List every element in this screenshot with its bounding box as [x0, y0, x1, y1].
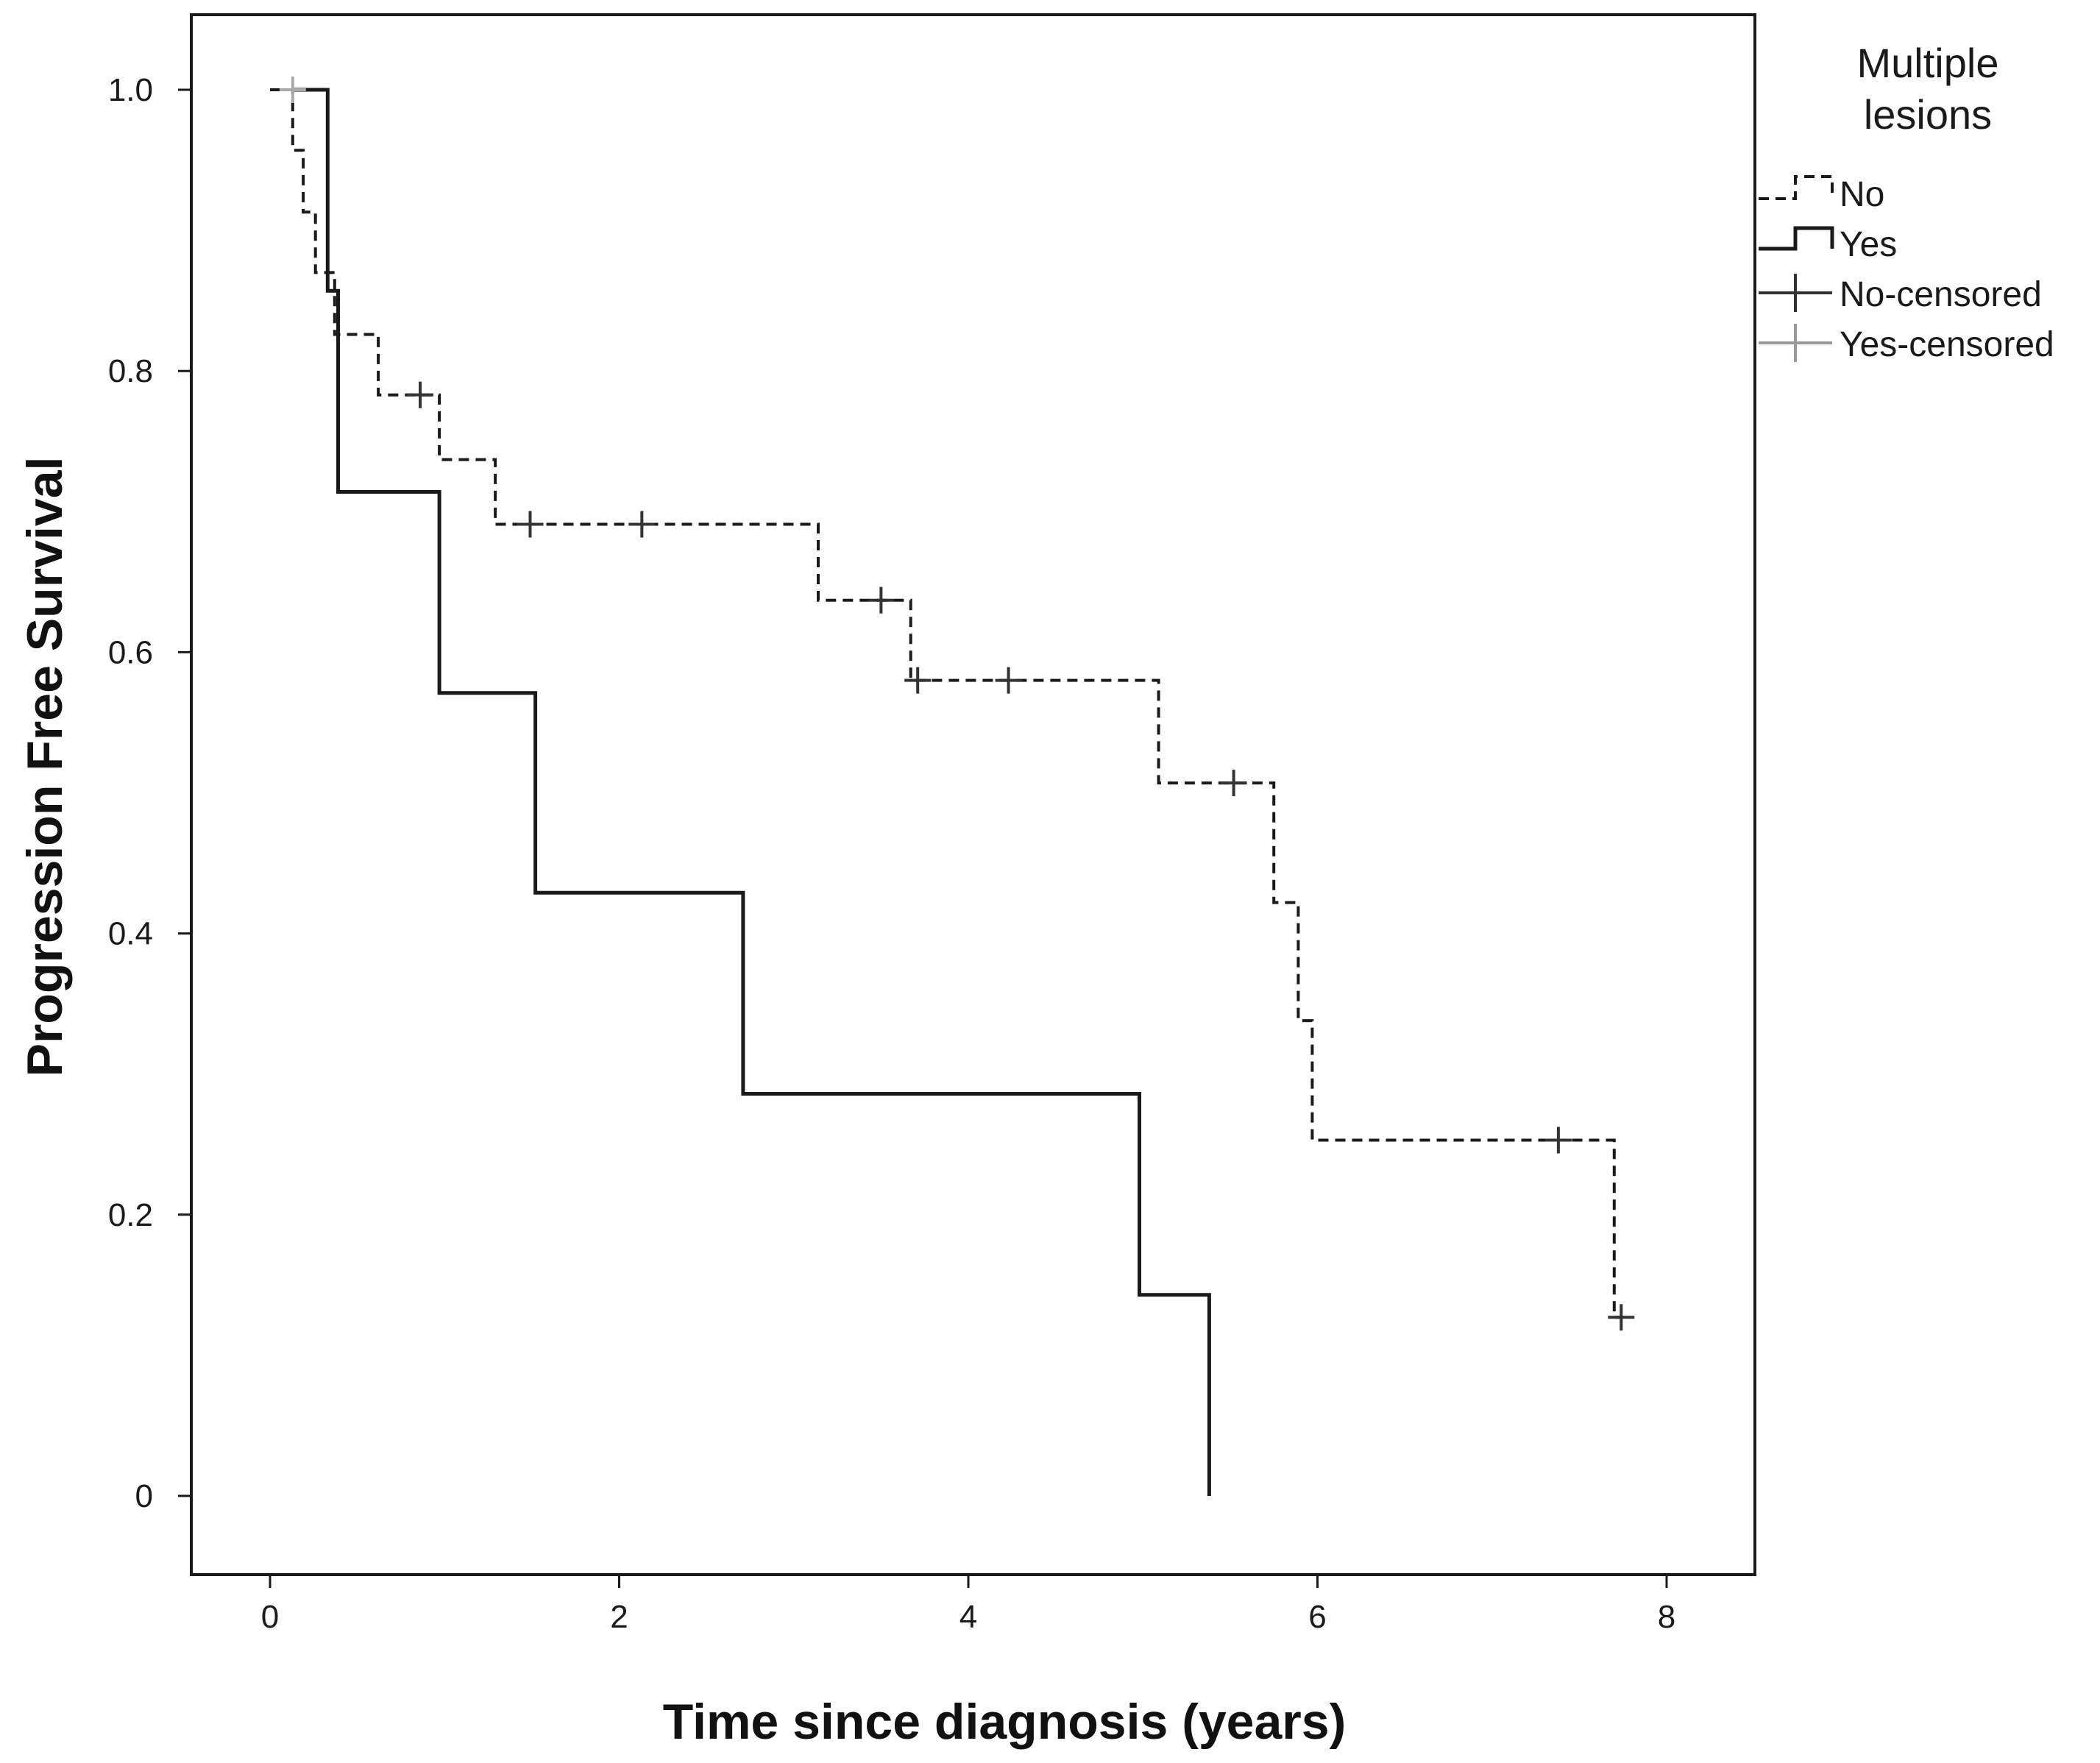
series-no-line: [270, 88, 1622, 1319]
no-censored-mark-1: [517, 511, 544, 538]
x-tick-label-0: 0: [261, 1599, 279, 1635]
x-tick-label-2: 4: [959, 1599, 977, 1635]
yes-censored-mark-0: [279, 77, 306, 103]
legend-swatch-yes: [1759, 226, 1834, 251]
censor-marks: [279, 77, 1635, 1331]
plot-frame: [190, 13, 1756, 1576]
y-tick-label-5: 1.0: [108, 72, 153, 108]
legend: Multiple lesions No Yes No-censored Yes-…: [1759, 40, 2054, 364]
y-axis-title: Progression Free Survival: [17, 457, 73, 1077]
no-censored-mark-7: [1544, 1127, 1572, 1154]
x-axis-title: Time since diagnosis (years): [663, 1694, 1346, 1750]
axis-ticks: 0 2 4 6 8 0 0.2 0.4 0.6 0.8 1.0: [108, 72, 1675, 1635]
no-censored-mark-2: [628, 511, 656, 538]
no-censored-mark-5: [995, 667, 1022, 694]
y-tick-label-2: 0.4: [108, 916, 153, 952]
no-censored-mark-6: [1220, 770, 1247, 797]
legend-label-yes: Yes: [1840, 225, 1897, 264]
series-lines: [270, 88, 1622, 1496]
y-tick-label-3: 0.6: [108, 634, 153, 670]
y-tick-label-4: 0.8: [108, 353, 153, 389]
no-censored-mark-0: [407, 381, 434, 408]
legend-label-yes-censored: Yes-censored: [1840, 325, 2054, 364]
legend-label-no: No: [1840, 175, 1884, 214]
legend-label-no-censored: No-censored: [1840, 275, 2042, 314]
y-tick-label-0: 0: [135, 1478, 153, 1514]
x-tick-label-1: 2: [610, 1599, 628, 1635]
x-tick-label-4: 8: [1658, 1599, 1675, 1635]
legend-swatch-no: [1759, 175, 1834, 200]
legend-title-line-1: Multiple: [1857, 40, 1999, 86]
y-tick-label-1: 0.2: [108, 1197, 153, 1233]
no-censored-mark-3: [868, 586, 895, 614]
legend-title-line-2: lesions: [1864, 91, 1992, 138]
no-censored-mark-8: [1608, 1304, 1635, 1331]
no-censored-mark-4: [904, 667, 932, 694]
series-yes-line: [292, 88, 1211, 1496]
x-tick-label-3: 6: [1308, 1599, 1326, 1635]
